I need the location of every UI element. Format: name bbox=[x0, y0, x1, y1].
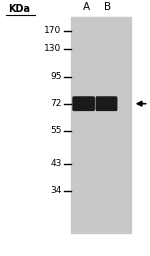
Text: 72: 72 bbox=[50, 99, 61, 108]
Text: 95: 95 bbox=[50, 72, 62, 81]
Text: 43: 43 bbox=[50, 159, 61, 168]
FancyBboxPatch shape bbox=[72, 96, 95, 111]
Text: 130: 130 bbox=[44, 44, 62, 53]
Text: B: B bbox=[104, 2, 111, 12]
Text: 34: 34 bbox=[50, 186, 61, 195]
Bar bbox=[71, 17, 130, 233]
Text: 55: 55 bbox=[50, 126, 62, 135]
Text: 170: 170 bbox=[44, 26, 62, 35]
FancyBboxPatch shape bbox=[96, 96, 117, 111]
Text: KDa: KDa bbox=[9, 4, 30, 14]
Text: A: A bbox=[83, 2, 90, 12]
